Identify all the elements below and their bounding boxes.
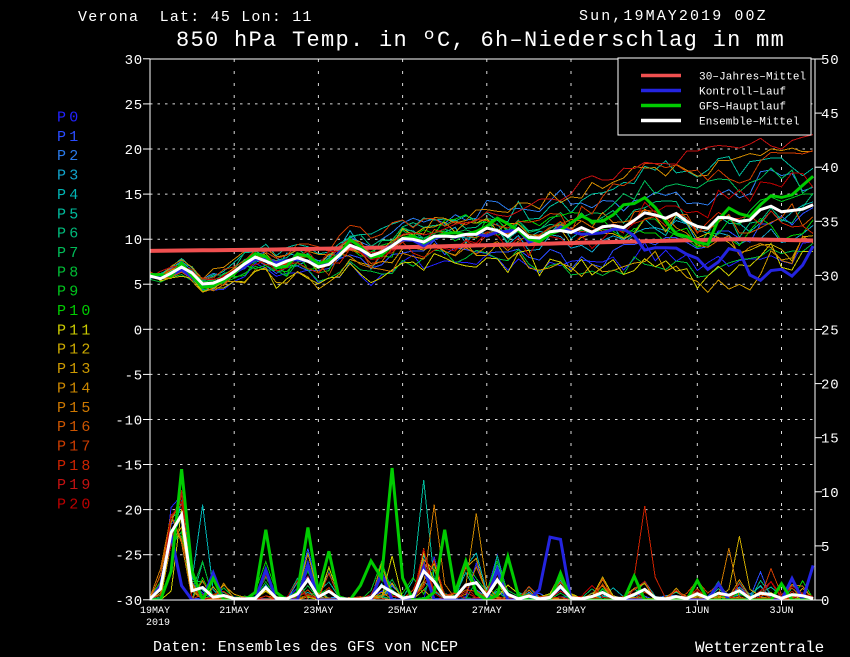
svg-text:35: 35 — [821, 215, 839, 231]
svg-text:5: 5 — [134, 278, 143, 294]
svg-text:0: 0 — [821, 594, 830, 610]
svg-text:-10: -10 — [115, 413, 143, 429]
svg-text:-30: -30 — [115, 594, 143, 610]
svg-text:P5: P5 — [57, 206, 81, 223]
svg-text:3JUN: 3JUN — [769, 606, 793, 617]
svg-text:P1: P1 — [57, 129, 81, 146]
svg-text:Verona Lat: 45 Lon: 11: Verona Lat: 45 Lon: 11 — [78, 9, 313, 26]
svg-text:15: 15 — [125, 188, 143, 204]
svg-text:15: 15 — [821, 432, 839, 448]
svg-text:P16: P16 — [57, 419, 94, 436]
svg-text:30: 30 — [125, 53, 143, 69]
svg-text:20: 20 — [821, 378, 839, 394]
svg-text:25: 25 — [125, 98, 143, 114]
svg-text:30: 30 — [821, 269, 839, 285]
svg-text:P4: P4 — [57, 187, 81, 204]
svg-text:25MAY: 25MAY — [388, 606, 418, 617]
svg-text:P3: P3 — [57, 168, 81, 185]
svg-text:21MAY: 21MAY — [219, 606, 249, 617]
svg-text:GFS–Hauptlauf: GFS–Hauptlauf — [699, 102, 786, 114]
svg-text:45: 45 — [821, 107, 839, 123]
svg-text:P20: P20 — [57, 497, 94, 514]
svg-text:P18: P18 — [57, 458, 94, 475]
svg-text:Wetterzentrale: Wetterzentrale — [695, 639, 824, 657]
svg-text:P11: P11 — [57, 322, 94, 339]
svg-text:10: 10 — [821, 486, 839, 502]
svg-text:19MAY: 19MAY — [140, 606, 170, 617]
svg-text:-5: -5 — [125, 368, 143, 384]
svg-text:P13: P13 — [57, 361, 94, 378]
svg-text:Kontroll–Lauf: Kontroll–Lauf — [699, 87, 786, 99]
svg-text:P2: P2 — [57, 148, 81, 165]
svg-text:50: 50 — [821, 53, 839, 69]
svg-text:-25: -25 — [115, 549, 143, 565]
svg-text:Ensemble–Mittel: Ensemble–Mittel — [699, 117, 800, 129]
svg-text:Sun,19MAY2019 00Z: Sun,19MAY2019 00Z — [579, 8, 768, 25]
svg-text:40: 40 — [821, 161, 839, 177]
svg-text:30–Jahres–Mittel: 30–Jahres–Mittel — [699, 72, 806, 84]
svg-text:2019: 2019 — [146, 618, 170, 629]
svg-text:P0: P0 — [57, 110, 81, 127]
svg-text:Daten: Ensembles des GFS von N: Daten: Ensembles des GFS von NCEP — [153, 639, 458, 656]
svg-text:10: 10 — [125, 233, 143, 249]
svg-text:P14: P14 — [57, 380, 94, 397]
svg-text:P19: P19 — [57, 477, 94, 494]
svg-text:P6: P6 — [57, 226, 81, 243]
svg-text:23MAY: 23MAY — [303, 606, 333, 617]
svg-text:27MAY: 27MAY — [472, 606, 502, 617]
svg-text:P12: P12 — [57, 342, 94, 359]
svg-text:P15: P15 — [57, 400, 94, 417]
svg-text:20: 20 — [125, 143, 143, 159]
svg-text:5: 5 — [821, 540, 830, 556]
svg-text:25: 25 — [821, 324, 839, 340]
svg-text:1JUN: 1JUN — [685, 606, 709, 617]
svg-text:0: 0 — [134, 323, 143, 339]
svg-text:P9: P9 — [57, 284, 81, 301]
svg-text:29MAY: 29MAY — [556, 606, 586, 617]
svg-text:-20: -20 — [115, 504, 143, 520]
svg-text:-15: -15 — [115, 459, 143, 475]
svg-text:850 hPa Temp. in ºC, 6h–Nieder: 850 hPa Temp. in ºC, 6h–Niederschlag in … — [176, 28, 785, 53]
svg-text:P10: P10 — [57, 303, 94, 320]
svg-text:P17: P17 — [57, 438, 94, 455]
svg-text:P8: P8 — [57, 264, 81, 281]
svg-text:P7: P7 — [57, 245, 81, 262]
